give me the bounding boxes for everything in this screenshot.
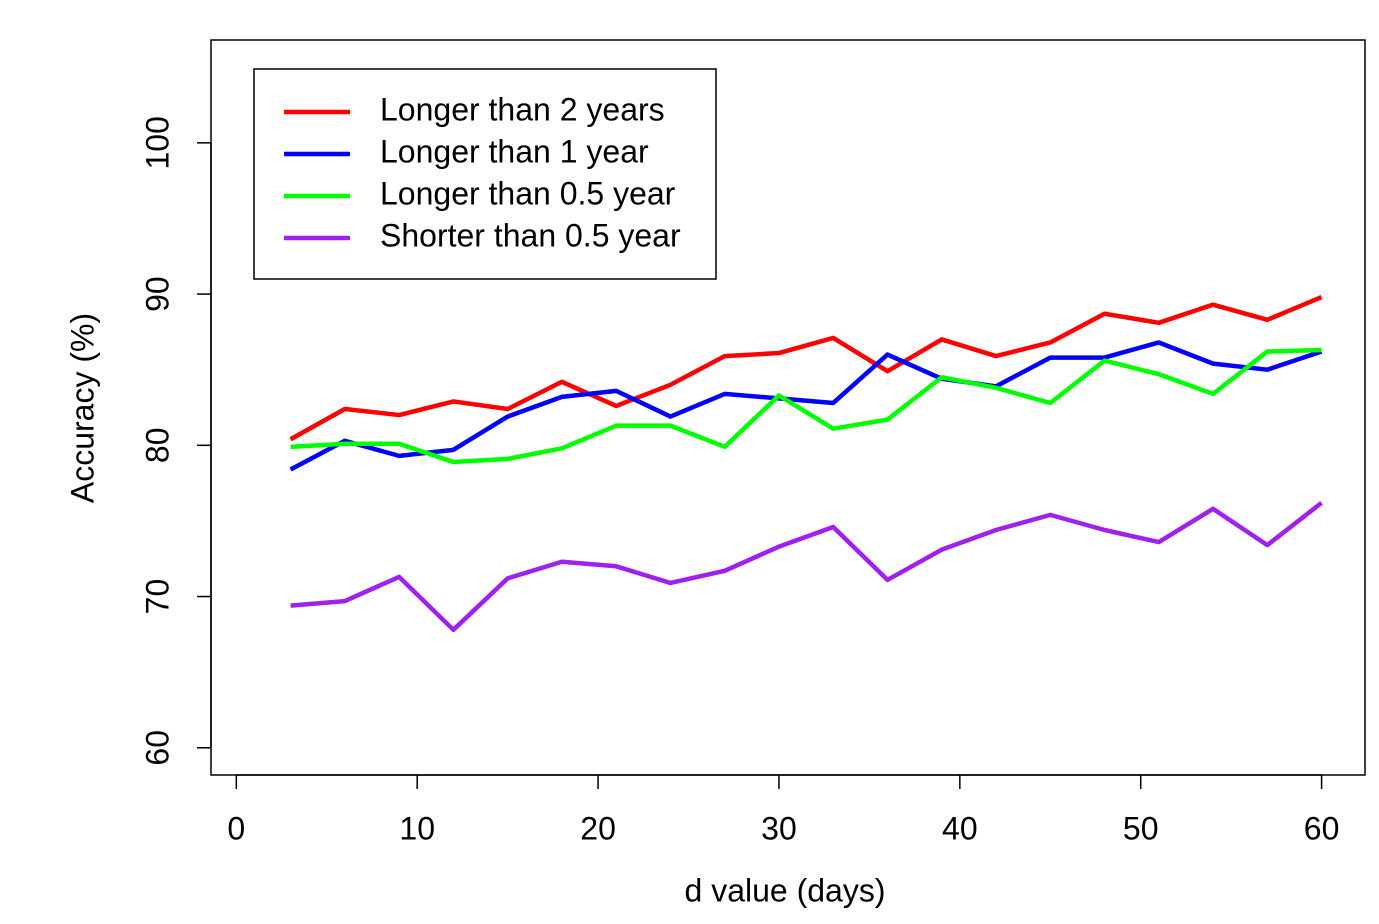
legend-label: Longer than 2 years — [380, 91, 665, 127]
legend-box — [253, 68, 717, 280]
series-line — [289, 295, 1323, 442]
x-tick-label: 40 — [942, 810, 978, 846]
x-tick-label: 20 — [580, 810, 616, 846]
legend-label: Longer than 1 year — [380, 133, 649, 169]
x-tick-label: 0 — [227, 810, 245, 846]
y-tick-label: 70 — [139, 579, 175, 615]
series-line — [290, 501, 1323, 633]
x-tick-label: 50 — [1123, 810, 1159, 846]
y-tick-label: 90 — [139, 276, 175, 312]
y-tick-label: 80 — [139, 428, 175, 464]
y-tick-label: 60 — [139, 730, 175, 766]
x-tick-label: 10 — [399, 810, 435, 846]
series-line — [290, 347, 1322, 465]
series-line — [289, 340, 1323, 472]
legend-label: Longer than 0.5 year — [380, 175, 676, 211]
legend-label: Shorter than 0.5 year — [380, 217, 681, 253]
y-tick-label: 100 — [139, 116, 175, 169]
x-axis-title: d value (days) — [685, 872, 886, 908]
y-axis-title: Accuracy (%) — [64, 313, 100, 503]
x-tick-label: 30 — [761, 810, 797, 846]
x-tick-label: 60 — [1304, 810, 1340, 846]
